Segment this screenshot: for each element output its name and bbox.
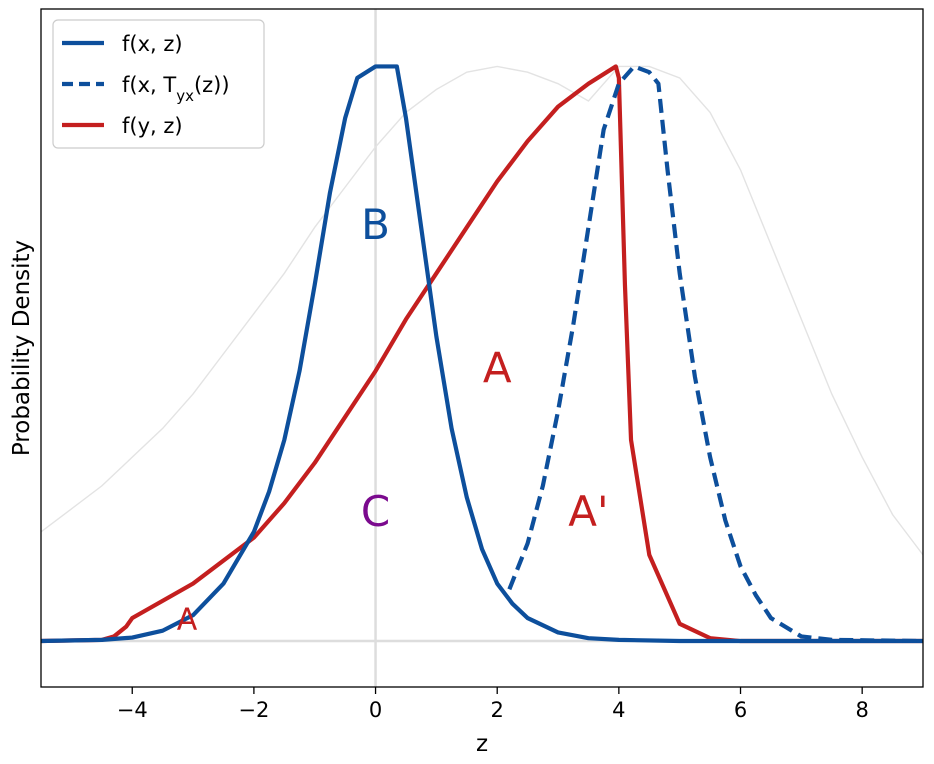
annotation-label-4: A' — [568, 487, 608, 536]
legend-label-1: f(x, z) — [122, 32, 183, 56]
y-axis-label: Probability Density — [9, 240, 35, 456]
x-axis-label: z — [476, 731, 488, 757]
x-tick-label: −2 — [238, 698, 269, 722]
x-tick-label: 8 — [855, 698, 868, 722]
annotation-layer: B A C A' A — [177, 200, 609, 638]
legend-box — [52, 19, 265, 149]
background-curve-layer — [41, 65, 923, 556]
x-tick-label: 2 — [491, 698, 504, 722]
x-tick-label: 4 — [612, 698, 625, 722]
x-axis-ticks: −4 −2 0 2 4 6 8 — [117, 687, 869, 722]
annotation-label-1: B — [361, 200, 390, 249]
background-curve — [41, 65, 923, 556]
series-layer — [41, 64, 923, 644]
annotation-label-2: A — [483, 343, 512, 392]
annotation-label-5: A — [177, 602, 198, 637]
x-tick-label: −4 — [117, 698, 148, 722]
plot-frame — [40, 8, 924, 688]
plot-border — [40, 8, 924, 688]
legend: f(x, z)f(x, Tyx(z))f(y, z) — [52, 19, 265, 149]
series-line-3 — [41, 64, 923, 644]
x-tick-label: 0 — [369, 698, 382, 722]
series-line-2 — [507, 64, 923, 644]
series-line-1 — [41, 64, 923, 644]
annotation-label-3: C — [361, 487, 390, 536]
x-tick-label: 6 — [734, 698, 747, 722]
legend-label-3: f(y, z) — [122, 114, 183, 138]
